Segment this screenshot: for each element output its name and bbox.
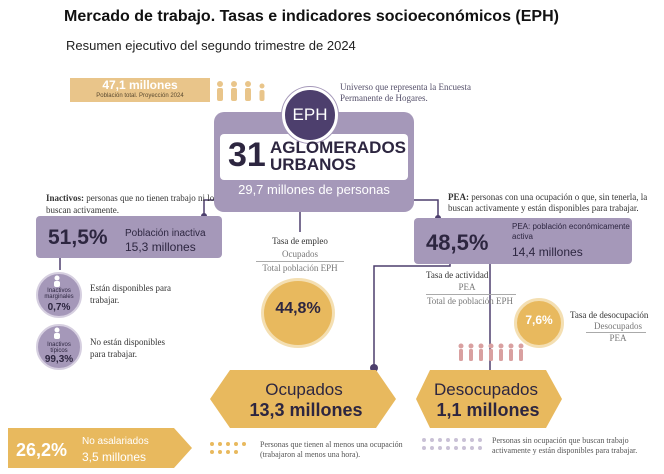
page-title: Mercado de trabajo. Tasas e indicadores … xyxy=(64,8,559,25)
person-icon xyxy=(54,327,60,339)
empleo-circle xyxy=(261,278,335,348)
empleo-numerator: Ocupados xyxy=(282,249,318,259)
dots-icon xyxy=(210,442,246,454)
tipicos-pct: 99,3% xyxy=(44,354,74,365)
ocupados-value: 13,3 millones xyxy=(249,400,363,420)
desocupacion-denominator: PEA xyxy=(609,333,627,343)
tipicos-label: Inactivos típicos xyxy=(47,342,71,354)
desocupacion-circle xyxy=(514,298,564,348)
desocupacion-label: Tasa de desocupación xyxy=(570,310,649,320)
population-caption: Población total. Proyección 2024 xyxy=(96,93,184,99)
line-pea-ocupados xyxy=(373,264,451,368)
empleo-label: Tasa de empleo xyxy=(272,236,328,246)
inactivos-definition: Inactivos: personas que no tienen trabaj… xyxy=(46,192,226,216)
tipicos-circle xyxy=(36,324,82,370)
empleo-pct: 44,8% xyxy=(275,300,321,317)
pea-value: 14,4 millones xyxy=(512,245,583,259)
desocupados-value: 1,1 millones xyxy=(436,400,540,420)
fraction-line xyxy=(426,294,516,295)
pea-term: PEA: xyxy=(448,192,469,202)
no-asalariados-pct: 26,2% xyxy=(16,440,68,460)
population-banner xyxy=(70,78,210,102)
desocupados-definition: Personas sin ocupación que buscan trabaj… xyxy=(492,436,638,455)
tipicos-description: No están disponibles para trabajar. xyxy=(90,337,165,359)
fraction-line xyxy=(256,261,344,262)
eph-people: 29,7 millones de personas xyxy=(238,182,390,197)
inactivos-definition-text: personas que no tienen trabajo ni lo bus… xyxy=(46,193,215,215)
desocupacion-pct: 7,6% xyxy=(525,313,553,327)
desocupacion-numerator: Desocupados xyxy=(594,321,642,331)
inactivos-label: Población inactiva xyxy=(125,228,206,239)
fraction-line xyxy=(586,332,646,333)
marginales-description: Están disponibles para trabajar. xyxy=(90,283,171,305)
marginales-circle xyxy=(36,272,82,318)
desocupados-box xyxy=(416,370,562,428)
population-value: 47,1 millones xyxy=(102,78,178,92)
actividad-denominator: Total de población EPH xyxy=(426,296,514,306)
pea-definition-text: personas con una ocupación o que, sin te… xyxy=(448,192,648,213)
people-icon xyxy=(217,81,265,101)
page-subtitle: Resumen ejecutivo del segundo trimestre … xyxy=(66,38,356,53)
dots-icon xyxy=(422,438,482,450)
inactivos-value: 15,3 millones xyxy=(125,240,196,254)
empleo-denominator: Total población EPH xyxy=(262,263,338,273)
universe-note: Universo que representa la Encuesta Perm… xyxy=(340,82,471,103)
no-asalariados-box xyxy=(8,428,192,468)
ocupados-title: Ocupados xyxy=(265,380,343,399)
pea-label: PEA: población económicamente activa xyxy=(512,222,630,241)
ocupados-definition: Personas que tienen al menos una ocupaci… xyxy=(260,440,403,459)
marginales-label: Inactivos marginales xyxy=(44,288,74,300)
people-icon xyxy=(458,343,524,361)
no-asalariados-value: 3,5 millones xyxy=(82,450,147,464)
ocupados-box xyxy=(210,370,396,428)
actividad-numerator: PEA xyxy=(458,282,476,292)
line-eph-inactivos xyxy=(203,199,214,216)
pea-box xyxy=(414,218,632,264)
inactivos-box xyxy=(36,216,222,258)
agglomerates-label: AGLOMERADOS URBANOS xyxy=(270,138,406,174)
pea-pct: 48,5% xyxy=(426,230,489,255)
pea-definition: PEA: personas con una ocupación o que, s… xyxy=(448,192,660,214)
person-icon xyxy=(54,275,60,287)
agglomerates-number: 31 xyxy=(228,136,266,174)
line-eph-pea xyxy=(414,199,439,218)
actividad-label: Tasa de actividad xyxy=(426,270,489,280)
eph-badge: EPH xyxy=(282,87,338,143)
inactivos-pct: 51,5% xyxy=(48,226,108,249)
no-asalariados-label: No asalariados xyxy=(82,436,149,447)
desocupados-title: Desocupados xyxy=(434,380,538,399)
marginales-pct: 0,7% xyxy=(47,302,71,313)
inactivos-term: Inactivos: xyxy=(46,193,84,203)
